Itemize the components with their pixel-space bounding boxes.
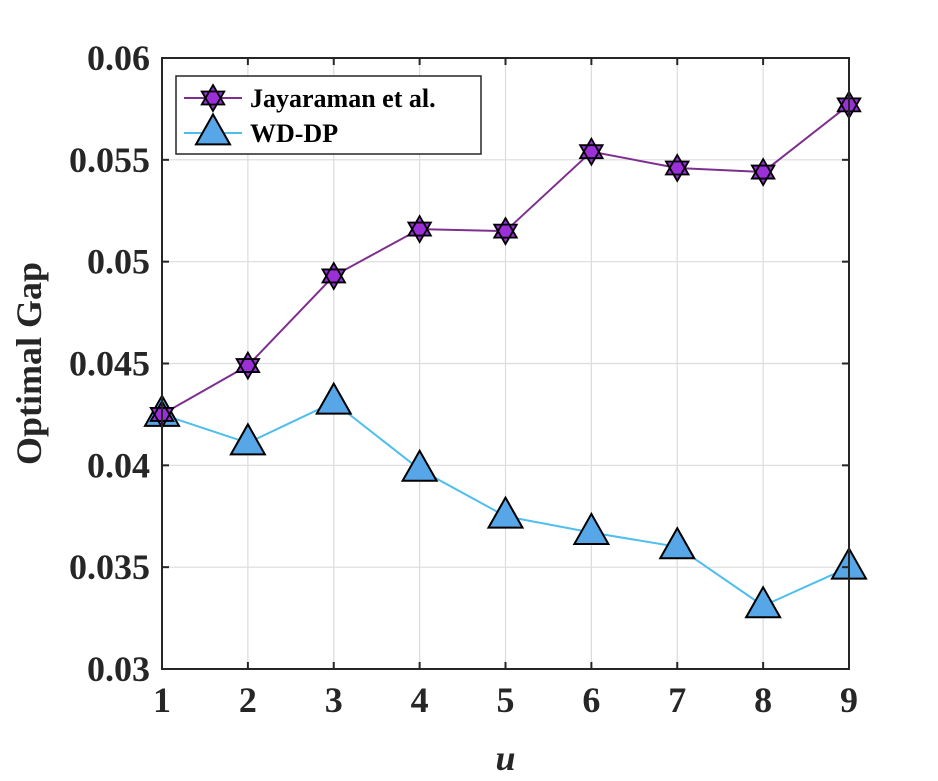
y-tick-label: 0.045	[69, 344, 150, 384]
y-tick-label: 0.05	[87, 242, 150, 282]
y-tick-label: 0.055	[69, 140, 150, 180]
y-tick-label: 0.035	[69, 547, 150, 587]
legend-marker	[194, 112, 232, 146]
legend-marker	[200, 83, 226, 113]
data-point-series-2	[315, 381, 353, 415]
x-tick-label: 1	[153, 680, 171, 720]
x-tick-label: 2	[239, 680, 257, 720]
legend: Jayaraman et al. WD-DP	[175, 75, 482, 155]
series-markers	[143, 90, 868, 619]
x-tick-label: 8	[754, 680, 772, 720]
data-point-series-2	[486, 495, 525, 529]
y-axis-label: Optimal Gap	[9, 262, 49, 465]
data-point-series-2	[400, 448, 439, 482]
x-tick-label: 9	[840, 680, 858, 720]
data-point-series-1	[235, 350, 261, 381]
x-tick-label: 4	[411, 680, 429, 720]
data-point-series-1	[406, 214, 433, 244]
x-tick-label: 5	[497, 680, 515, 720]
y-tick-label: 0.04	[87, 445, 150, 485]
y-tick-label: 0.03	[87, 649, 150, 689]
data-point-series-1	[578, 136, 605, 167]
x-tick-label: 3	[325, 680, 343, 720]
x-axis-label: u	[495, 738, 515, 778]
data-point-series-1	[320, 261, 347, 291]
data-point-series-2	[572, 511, 611, 545]
legend-label: Jayaraman et al.	[250, 84, 436, 113]
data-point-series-2	[744, 585, 782, 619]
data-point-series-1	[750, 157, 776, 187]
x-tick-label: 6	[582, 680, 600, 720]
data-point-series-2	[658, 526, 696, 560]
data-point-series-1	[492, 216, 519, 246]
data-point-series-1	[664, 153, 691, 183]
x-tick-label: 7	[668, 680, 686, 720]
y-tick-label: 0.06	[87, 38, 150, 78]
y-axis-ticks: 0.03 0.035 0.04 0.045 0.05 0.055 0.06	[69, 38, 849, 689]
legend-label: WD-DP	[250, 119, 338, 148]
data-point-series-2	[229, 422, 267, 456]
x-axis-ticks: 1 2 3 4 5 6 7 8 9	[153, 58, 858, 720]
